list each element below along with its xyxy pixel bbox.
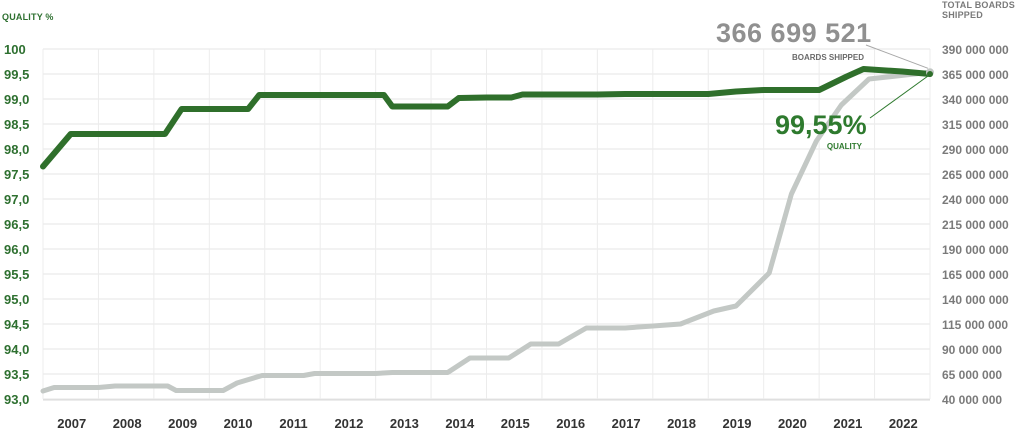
quality-leader-line — [869, 75, 929, 119]
left-tick-label: 94,5 — [4, 317, 29, 332]
x-tick-label: 2012 — [334, 416, 363, 431]
x-tick-label: 2014 — [445, 416, 475, 431]
left-tick-label: 95,5 — [4, 267, 29, 282]
left-tick-label: 100 — [4, 42, 26, 57]
boards-shipped-value: 366 699 521 — [716, 18, 872, 48]
right-tick-label: 90 000 000 — [942, 343, 1002, 357]
x-tick-label: 2013 — [390, 416, 419, 431]
x-tick-label: 2017 — [612, 416, 641, 431]
right-tick-label: 265 000 000 — [942, 168, 1009, 182]
right-tick-label: 115 000 000 — [942, 318, 1008, 332]
left-tick-label: 98,0 — [4, 142, 29, 157]
quality-label: QUALITY — [826, 142, 862, 151]
right-tick-label: 240 000 000 — [942, 193, 1009, 207]
left-axis-title: QUALITY % — [2, 12, 54, 22]
x-tick-label: 2007 — [57, 416, 86, 431]
quality-end-point — [927, 71, 933, 77]
left-tick-label: 96,5 — [4, 217, 29, 232]
x-tick-label: 2018 — [667, 416, 696, 431]
x-tick-label: 2016 — [556, 416, 585, 431]
left-tick-label: 95,0 — [4, 292, 29, 307]
quality-value: 99,55% — [775, 110, 867, 140]
right-tick-label: 40 000 000 — [942, 393, 1002, 407]
right-tick-label: 65 000 000 — [942, 368, 1002, 382]
left-tick-label: 97,0 — [4, 192, 29, 207]
boards-shipped-label: BOARDS SHIPPED — [791, 53, 864, 62]
right-tick-label: 365 000 000 — [942, 68, 1009, 82]
x-tick-label: 2020 — [778, 416, 807, 431]
left-tick-label: 93,0 — [4, 392, 29, 407]
right-tick-label: 140 000 000 — [942, 293, 1009, 307]
right-tick-label: 390 000 000 — [942, 43, 1009, 57]
right-tick-label: 315 000 000 — [942, 118, 1009, 132]
right-tick-label: 165 000 000 — [942, 268, 1009, 282]
left-tick-label: 97,5 — [4, 167, 29, 182]
x-tick-label: 2021 — [833, 416, 862, 431]
left-tick-label: 94,0 — [4, 342, 29, 357]
left-tick-label: 99,5 — [4, 67, 29, 82]
x-tick-label: 2015 — [501, 416, 530, 431]
x-tick-label: 2019 — [723, 416, 752, 431]
x-tick-label: 2010 — [224, 416, 253, 431]
left-tick-label: 93,5 — [4, 367, 29, 382]
left-tick-label: 98,5 — [4, 117, 29, 132]
quality-series-line — [40, 66, 933, 170]
right-tick-label: 190 000 000 — [942, 243, 1009, 257]
left-tick-label: 96,0 — [4, 242, 29, 257]
left-tick-label: 99,0 — [4, 92, 29, 107]
boards-leader-line — [865, 44, 929, 69]
right-axis-title: TOTAL BOARDS SHIPPED — [942, 0, 1015, 20]
x-tick-label: 2011 — [279, 416, 307, 431]
right-tick-label: 290 000 000 — [942, 143, 1009, 157]
right-tick-label: 340 000 000 — [942, 93, 1009, 107]
right-tick-label: 215 000 000 — [942, 218, 1009, 232]
boards-shipped-series-line — [40, 69, 933, 394]
x-tick-label: 2008 — [113, 416, 142, 431]
x-tick-label: 2022 — [889, 416, 918, 431]
x-tick-label: 2009 — [168, 416, 197, 431]
